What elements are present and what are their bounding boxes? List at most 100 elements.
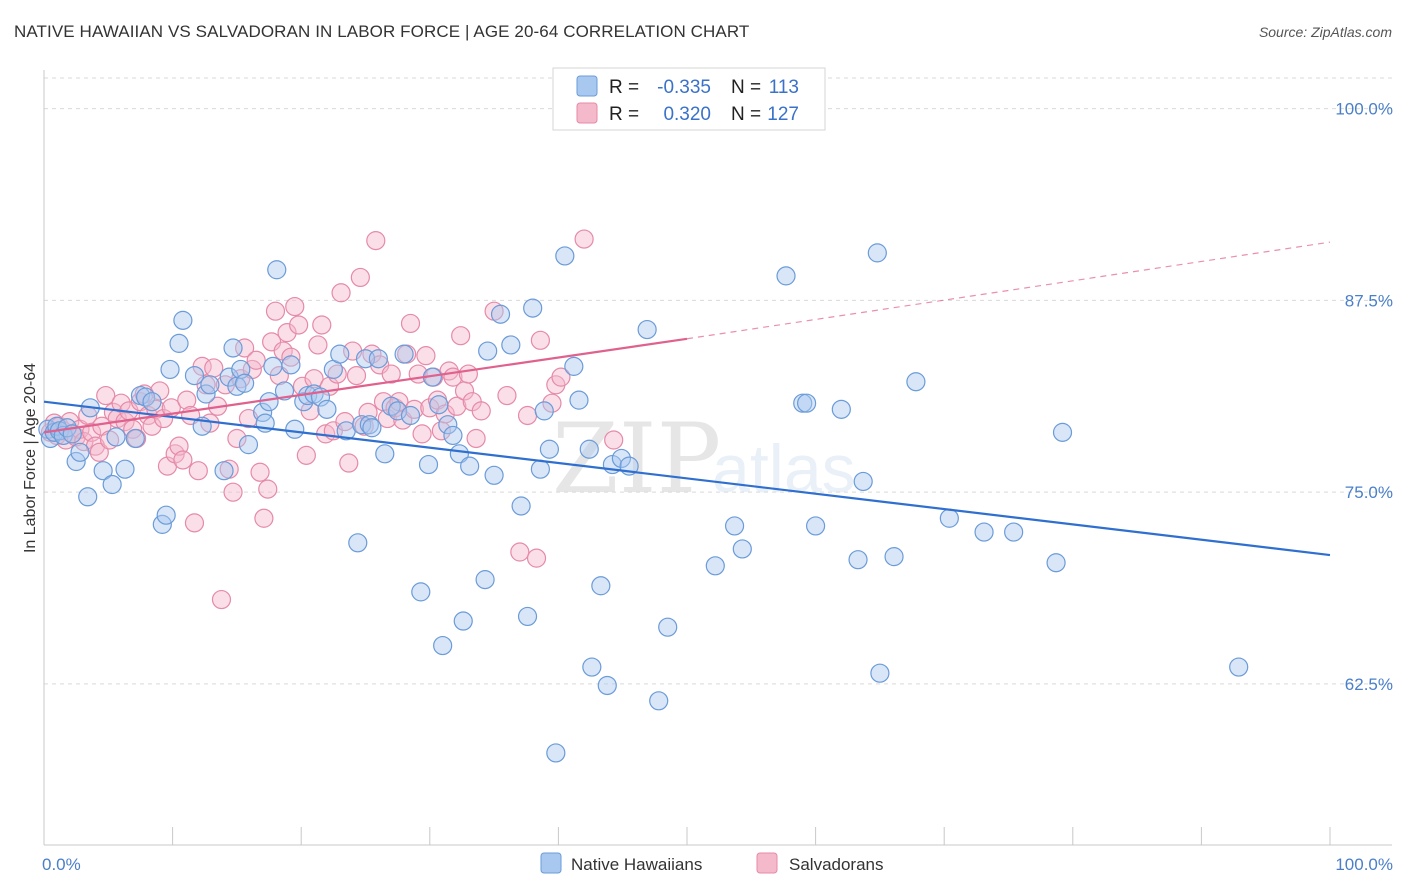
native-hawaiians-trend-line — [43, 400, 1331, 557]
native-hawaiian-point — [184, 365, 205, 386]
native-hawaiian-point — [460, 456, 480, 476]
native-hawaiian-point — [359, 415, 379, 435]
native-hawaiian-point — [362, 418, 382, 438]
salvadoran-point — [235, 338, 255, 358]
native-hawaiian-point — [805, 516, 826, 536]
native-hawaiian-point — [78, 487, 98, 507]
native-hawaiian-point — [259, 392, 279, 412]
salvadoran-point — [458, 364, 478, 384]
salvadoran-point — [377, 408, 397, 429]
salvadoran-point — [265, 301, 286, 321]
native-hawaiian-point — [1052, 422, 1073, 442]
salvadoran-point — [173, 450, 193, 470]
native-hawaiian-point — [418, 454, 439, 475]
salvadoran-point — [604, 430, 624, 450]
native-hawaiian-point — [523, 298, 543, 318]
native-hawaiian-point — [70, 442, 90, 462]
salvadoran-point — [304, 369, 324, 389]
native-hawaiians-points — [38, 243, 1249, 763]
salvadoran-point — [466, 428, 486, 449]
salvadoran-point — [526, 548, 547, 568]
native-hawaiian-point — [637, 319, 657, 340]
native-hawaiian-point — [724, 516, 745, 536]
native-hawaiian-point — [156, 505, 176, 525]
native-hawaiian-point — [449, 444, 469, 464]
salvadoran-point — [281, 347, 301, 367]
salvadoran-point — [227, 428, 247, 449]
legend-swatch-blue — [576, 75, 598, 97]
axes — [43, 70, 1392, 846]
salvadoran-point — [285, 296, 305, 317]
native-hawaiian-point — [317, 399, 337, 419]
native-hawaiian-point — [853, 471, 873, 492]
native-hawaiian-point — [394, 344, 414, 364]
native-hawaiian-point — [569, 390, 589, 410]
salvadoran-point — [331, 283, 351, 303]
native-hawaiian-point — [388, 401, 408, 421]
bottom-legend-salvadorans: Salvadorans — [789, 855, 884, 874]
salvadoran-point — [250, 462, 270, 482]
salvadoran-point — [350, 267, 370, 288]
native-hawaiian-point — [475, 570, 495, 590]
legend-r-label-1: R = — [609, 77, 639, 98]
salvadorans-trend-extension — [686, 241, 1331, 340]
legend-r-label-2: R = — [609, 104, 639, 125]
salvadoran-point — [510, 542, 530, 562]
native-hawaiian-point — [1004, 522, 1024, 542]
salvadoran-point — [366, 231, 386, 251]
native-hawaiian-point — [263, 356, 283, 376]
native-hawaiian-point — [511, 496, 531, 516]
native-hawaiian-point — [285, 419, 305, 439]
native-hawaiian-point — [443, 425, 463, 446]
chart-title: NATIVE HAWAIIAN VS SALVADORAN IN LABOR F… — [14, 22, 750, 41]
native-hawaiian-point — [142, 392, 162, 412]
salvadoran-point — [530, 330, 550, 350]
native-hawaiian-point — [796, 393, 817, 413]
salvadoran-point — [184, 513, 205, 533]
legend-n-value-1: 113 — [769, 77, 799, 98]
native-hawaiian-point — [375, 444, 395, 464]
salvadoran-point — [289, 315, 309, 335]
salvadoran-point — [381, 364, 401, 384]
native-hawaiian-point — [591, 576, 611, 596]
salvadoran-point — [296, 445, 316, 465]
salvadoran-point — [451, 326, 471, 346]
native-hawaiian-point — [530, 459, 550, 479]
native-hawaiian-point — [649, 691, 669, 711]
salvadoran-point — [150, 381, 170, 401]
native-hawaiian-point — [546, 743, 566, 763]
bottom-legend-swatch-blue — [540, 852, 562, 874]
legend-n-label-1: N = — [731, 77, 761, 98]
correlation-legend: R = -0.335 N = 113 R = 0.320 N = 127 — [552, 67, 826, 131]
native-hawaiian-point — [267, 260, 287, 280]
native-hawaiian-point — [1229, 657, 1249, 677]
native-hawaiian-point — [582, 657, 602, 677]
salvadoran-point — [211, 589, 232, 610]
salvadoran-point — [346, 365, 367, 386]
native-hawaiian-point — [831, 399, 851, 419]
native-hawaiian-point — [400, 405, 421, 426]
y-tick-label: 75.0% — [1345, 483, 1393, 502]
watermark: ZIP atlas — [552, 403, 856, 515]
native-hawaiian-point — [200, 375, 220, 395]
native-hawaiian-point — [438, 415, 458, 435]
native-hawaiian-point — [330, 344, 350, 364]
salvadoran-point — [574, 229, 594, 249]
legend-r-value-2: 0.320 — [663, 104, 711, 125]
native-hawaiian-point — [534, 401, 554, 421]
salvadoran-point — [551, 367, 571, 387]
native-hawaiian-point — [732, 539, 752, 559]
native-hawaiian-point — [281, 355, 301, 375]
native-hawaiian-point — [411, 582, 431, 602]
legend-n-label-2: N = — [731, 104, 761, 125]
native-hawaiian-point — [658, 617, 678, 637]
salvadoran-point — [111, 393, 131, 413]
native-hawaiian-point — [705, 556, 725, 576]
native-hawaiian-point — [501, 335, 521, 355]
salvadoran-point — [277, 323, 297, 343]
y-tick-label: 62.5% — [1345, 675, 1393, 694]
native-hawaiian-point — [884, 547, 904, 567]
native-hawaiian-point — [974, 522, 994, 542]
native-hawaiian-point — [433, 635, 453, 656]
